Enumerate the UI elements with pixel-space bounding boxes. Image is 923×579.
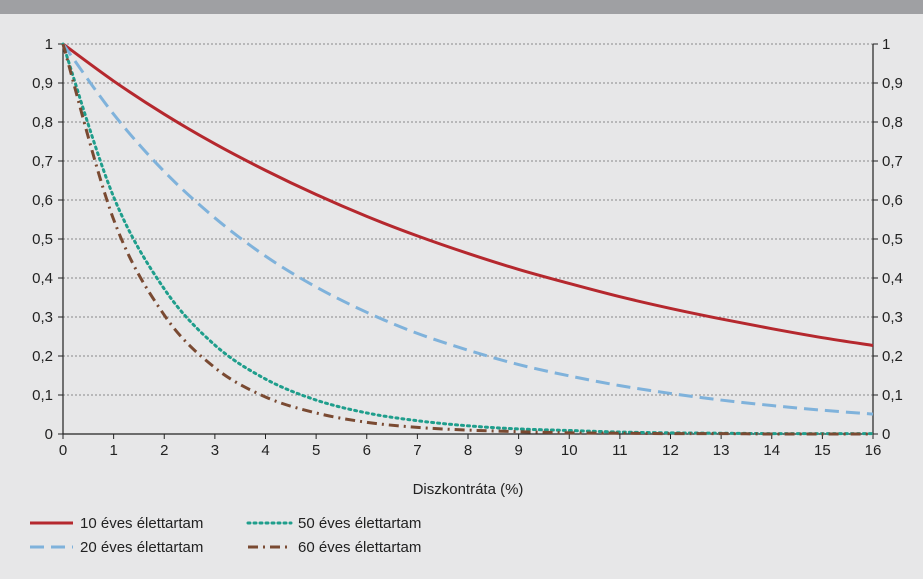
y-tick-label: 0,2	[32, 348, 53, 365]
x-axis-ticks: 0 1 2 3 4 5 6 7 8 9 10 11 12 13 14 15 16	[59, 434, 882, 459]
legend-label: 50 éves élettartam	[298, 515, 421, 532]
y-tick-label: 0,6	[32, 192, 53, 209]
x-tick-label: 12	[662, 442, 679, 459]
x-tick-label: 0	[59, 442, 67, 459]
x-tick-label: 1	[109, 442, 117, 459]
y-tick-label-right: 1	[882, 36, 890, 53]
legend-label: 20 éves élettartam	[80, 539, 203, 556]
y-tick-label-right: 0,8	[882, 114, 903, 131]
y-tick-label: 0,4	[32, 270, 53, 287]
y-tick-label-right: 0,6	[882, 192, 903, 209]
series-line-2	[61, 43, 874, 416]
series-line-4	[61, 43, 873, 436]
y-tick-label: 0,5	[32, 231, 53, 248]
y-tick-label: 0,8	[32, 114, 53, 131]
y-tick-label-right: 0,2	[882, 348, 903, 365]
y-tick-label-right: 0	[882, 426, 890, 443]
x-tick-label: 14	[763, 442, 780, 459]
x-tick-label: 4	[261, 442, 269, 459]
legend: 10 éves élettartam 20 éves élettartam 50 é…	[30, 515, 421, 556]
y-tick-label-right: 0,1	[882, 387, 903, 404]
legend-label: 10 éves élettartam	[80, 515, 203, 532]
y-axis-right-ticks: 0 0,1 0,2 0,3 0,4 0,5 0,6 0,7 0,8 0,9 1	[873, 36, 903, 443]
gridlines	[63, 43, 873, 396]
x-axis-label: Diszkontráta (%)	[413, 481, 524, 498]
y-tick-label: 0	[45, 426, 53, 443]
top-banner	[0, 0, 923, 14]
x-tick-label: 3	[211, 442, 219, 459]
x-tick-label: 15	[814, 442, 831, 459]
x-tick-label: 2	[160, 442, 168, 459]
x-tick-label: 6	[363, 442, 371, 459]
y-tick-label-right: 0,3	[882, 309, 903, 326]
x-tick-label: 8	[464, 442, 472, 459]
y-axis-left-ticks: 0 0,1 0,2 0,3 0,4 0,5 0,6 0,7 0,8 0,9 1	[32, 36, 63, 443]
legend-label: 60 éves élettartam	[298, 539, 421, 556]
y-tick-label: 0,9	[32, 75, 53, 92]
x-tick-label: 7	[413, 442, 421, 459]
y-tick-label-right: 0,5	[882, 231, 903, 248]
x-tick-label: 9	[514, 442, 522, 459]
series-lines	[61, 42, 875, 436]
y-tick-label: 0,1	[32, 387, 53, 404]
x-tick-label: 10	[561, 442, 578, 459]
y-tick-label: 0,7	[32, 153, 53, 170]
series-line-1	[62, 42, 874, 347]
x-tick-label: 13	[713, 442, 730, 459]
y-tick-label-right: 0,4	[882, 270, 903, 287]
x-tick-label: 16	[865, 442, 882, 459]
y-tick-label-right: 0,9	[882, 75, 903, 92]
y-tick-label: 0,3	[32, 309, 53, 326]
x-tick-label: 5	[312, 442, 320, 459]
y-tick-label: 1	[45, 36, 53, 53]
x-tick-label: 11	[612, 442, 628, 459]
y-tick-label-right: 0,7	[882, 153, 903, 170]
